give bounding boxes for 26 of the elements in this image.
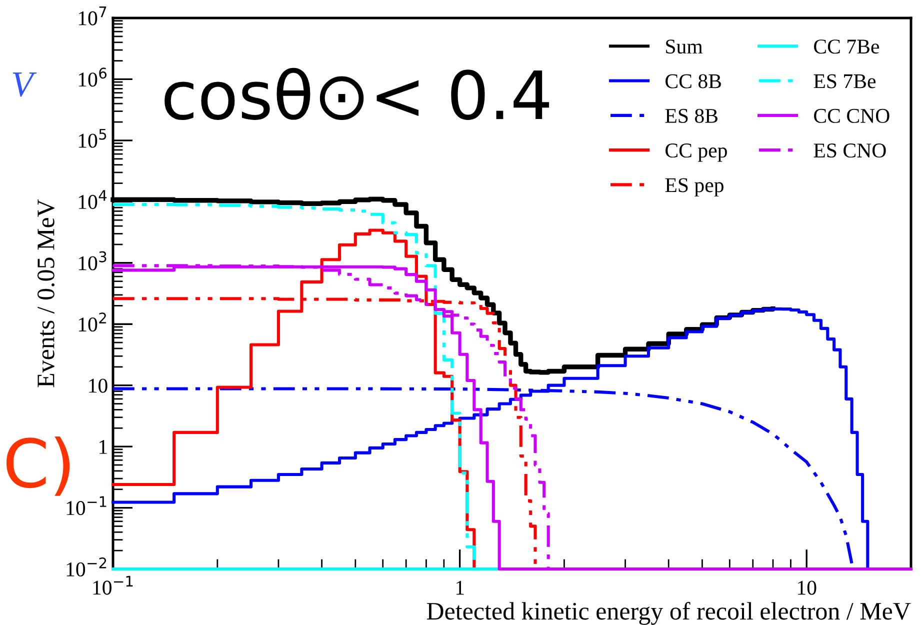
y-tick-label: 1 [100, 440, 107, 454]
x-axis-title: Detected kinetic energy of recoil electron / MeV [426, 602, 911, 625]
y-tick-label: 10$^{5}$ [78, 128, 106, 148]
legend-label: ES pep [665, 178, 724, 196]
y-tick-label: 10$^{3}$ [78, 251, 106, 270]
x-tick-label: 10 [798, 580, 816, 595]
y-tick-label: 10$^{6}$ [78, 68, 106, 87]
annotation: cosθ⊙< 0.4 [164, 68, 550, 120]
text: C) [6, 436, 70, 496]
y-tick-label: 10$^{−1}$ [66, 496, 106, 516]
text: V [12, 72, 37, 97]
legend-label: CC 7Be [814, 40, 880, 54]
legend-label: ES 8B [665, 108, 718, 123]
legend-label: CC CNO [814, 108, 890, 123]
y-tick-label: 10$^{2}$ [78, 312, 106, 332]
legend-label: CC 8B [666, 74, 721, 88]
y-tick-label: 10$^{−2}$ [66, 557, 106, 576]
legend-label: ES CNO [814, 144, 886, 158]
y-tick-label: 10$^{7}$ [78, 6, 106, 26]
legend-label: Sum [666, 40, 703, 54]
y-axis-title: Events / 0.05 MeV [38, 199, 55, 388]
legend-label: CC pep [666, 144, 727, 162]
y-tick-label: 10 [89, 378, 108, 393]
x-tick-label: 1 [456, 580, 464, 595]
legend-label: ES 7Be [814, 74, 876, 88]
y-tick-label: 10$^{4}$ [78, 190, 107, 209]
